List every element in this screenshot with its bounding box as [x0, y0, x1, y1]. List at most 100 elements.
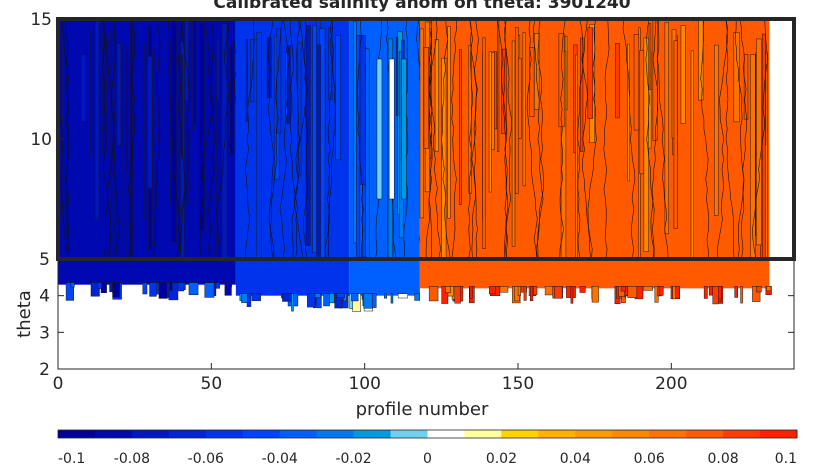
anomaly-stripe	[388, 58, 395, 200]
contour-patch	[291, 293, 294, 312]
contour-patch	[554, 286, 563, 299]
contour-streak	[221, 54, 228, 259]
contour-patch	[142, 282, 148, 295]
contour-streak	[615, 42, 620, 119]
contour-patch	[384, 293, 387, 299]
colorbar-swatch	[316, 430, 355, 438]
colorbar-swatch	[760, 430, 798, 438]
contour-line	[496, 19, 509, 259]
x-tick-label: 150	[502, 374, 534, 394]
contour-patch	[100, 282, 107, 293]
contour-streak	[664, 22, 669, 235]
contour-patch	[204, 282, 215, 298]
colorbar-tick-label: -0.02	[335, 451, 371, 467]
contour-line	[537, 19, 544, 259]
contour-line	[469, 19, 477, 259]
contour-streak	[316, 44, 321, 259]
colorbar-swatch	[94, 430, 133, 438]
contour-line	[279, 19, 291, 259]
contour-line	[324, 19, 336, 259]
contour-streak	[193, 19, 197, 125]
anomaly-stripe	[376, 58, 383, 200]
contour-streak	[648, 23, 652, 91]
contour-streak	[395, 37, 399, 116]
contour-streak	[199, 23, 205, 232]
contour-line	[199, 19, 213, 259]
contour-streak	[171, 19, 177, 243]
contour-streak	[147, 56, 153, 189]
contour-patch	[428, 286, 439, 302]
contour-streak	[515, 27, 519, 194]
contour-streak	[266, 37, 272, 99]
contour-patch	[523, 286, 527, 301]
contour-streak	[305, 25, 311, 246]
contour-streak	[511, 40, 516, 247]
contour-patch	[246, 293, 252, 307]
contour-patch	[97, 282, 102, 289]
colorbar-swatch	[205, 430, 244, 438]
contour-streak	[587, 27, 594, 119]
contour-patch	[642, 286, 653, 291]
contour-line	[468, 19, 474, 259]
contour-streak	[335, 35, 341, 161]
contour-line	[294, 19, 307, 259]
contour-patch	[158, 282, 168, 299]
colorbar-swatch	[353, 430, 392, 438]
contour-patch	[390, 293, 394, 304]
contour-line	[302, 19, 309, 259]
contour-line	[752, 19, 769, 259]
contour-streak	[256, 32, 262, 259]
contour-line	[101, 19, 112, 259]
x-axis-label: profile number	[356, 399, 489, 420]
contour-patch	[579, 286, 586, 293]
contour-streak	[180, 54, 183, 157]
contour-line	[622, 19, 636, 259]
colorbar-tick-label: 0	[423, 451, 432, 467]
contour-streak	[482, 37, 486, 250]
contour-line	[725, 19, 735, 259]
colorbar-swatch	[612, 430, 650, 438]
contour-line	[244, 19, 255, 259]
colorbar-swatch	[723, 430, 761, 438]
contour-line	[289, 19, 298, 259]
contour-patch	[109, 282, 113, 293]
contour-patch	[323, 293, 330, 307]
contour-patch	[658, 286, 664, 296]
contour-streak	[245, 39, 248, 122]
y-tick-label-upper: 15	[30, 10, 52, 30]
contour-streak	[353, 21, 357, 244]
contour-line	[441, 19, 451, 259]
colorbar-tick-label: 0.1	[775, 451, 797, 467]
colorbar-swatch	[242, 430, 281, 438]
contour-streak	[643, 37, 649, 252]
contour-patch	[168, 282, 179, 301]
contour-line	[403, 19, 409, 259]
upper-data-layer	[58, 19, 770, 259]
colorbar-swatch	[168, 430, 207, 438]
contour-line	[128, 19, 136, 259]
contour-line	[61, 19, 70, 259]
contour-line	[737, 19, 748, 259]
contour-line	[473, 19, 479, 259]
contour-line	[451, 19, 457, 259]
contour-streak	[210, 56, 217, 256]
contour-line	[716, 19, 728, 259]
x-tick-label: 100	[348, 374, 380, 394]
contour-streak	[81, 54, 86, 122]
y-tick-label: 5	[39, 250, 50, 270]
contour-streak	[365, 48, 370, 259]
y-tick-label: 2	[39, 360, 50, 380]
contour-patch	[282, 293, 293, 302]
colorbar-swatch	[686, 430, 724, 438]
contour-streak	[230, 45, 235, 155]
contour-patch	[149, 282, 157, 297]
contour-patch	[752, 286, 761, 302]
contour-patch	[570, 286, 574, 304]
colorbar-tick-label: 0.04	[560, 451, 591, 467]
colorbar-tick-label: 0.02	[486, 451, 517, 467]
contour-line	[428, 19, 438, 259]
contour-patch	[517, 286, 521, 296]
contour-patch	[740, 286, 743, 304]
contour-line	[700, 19, 710, 259]
